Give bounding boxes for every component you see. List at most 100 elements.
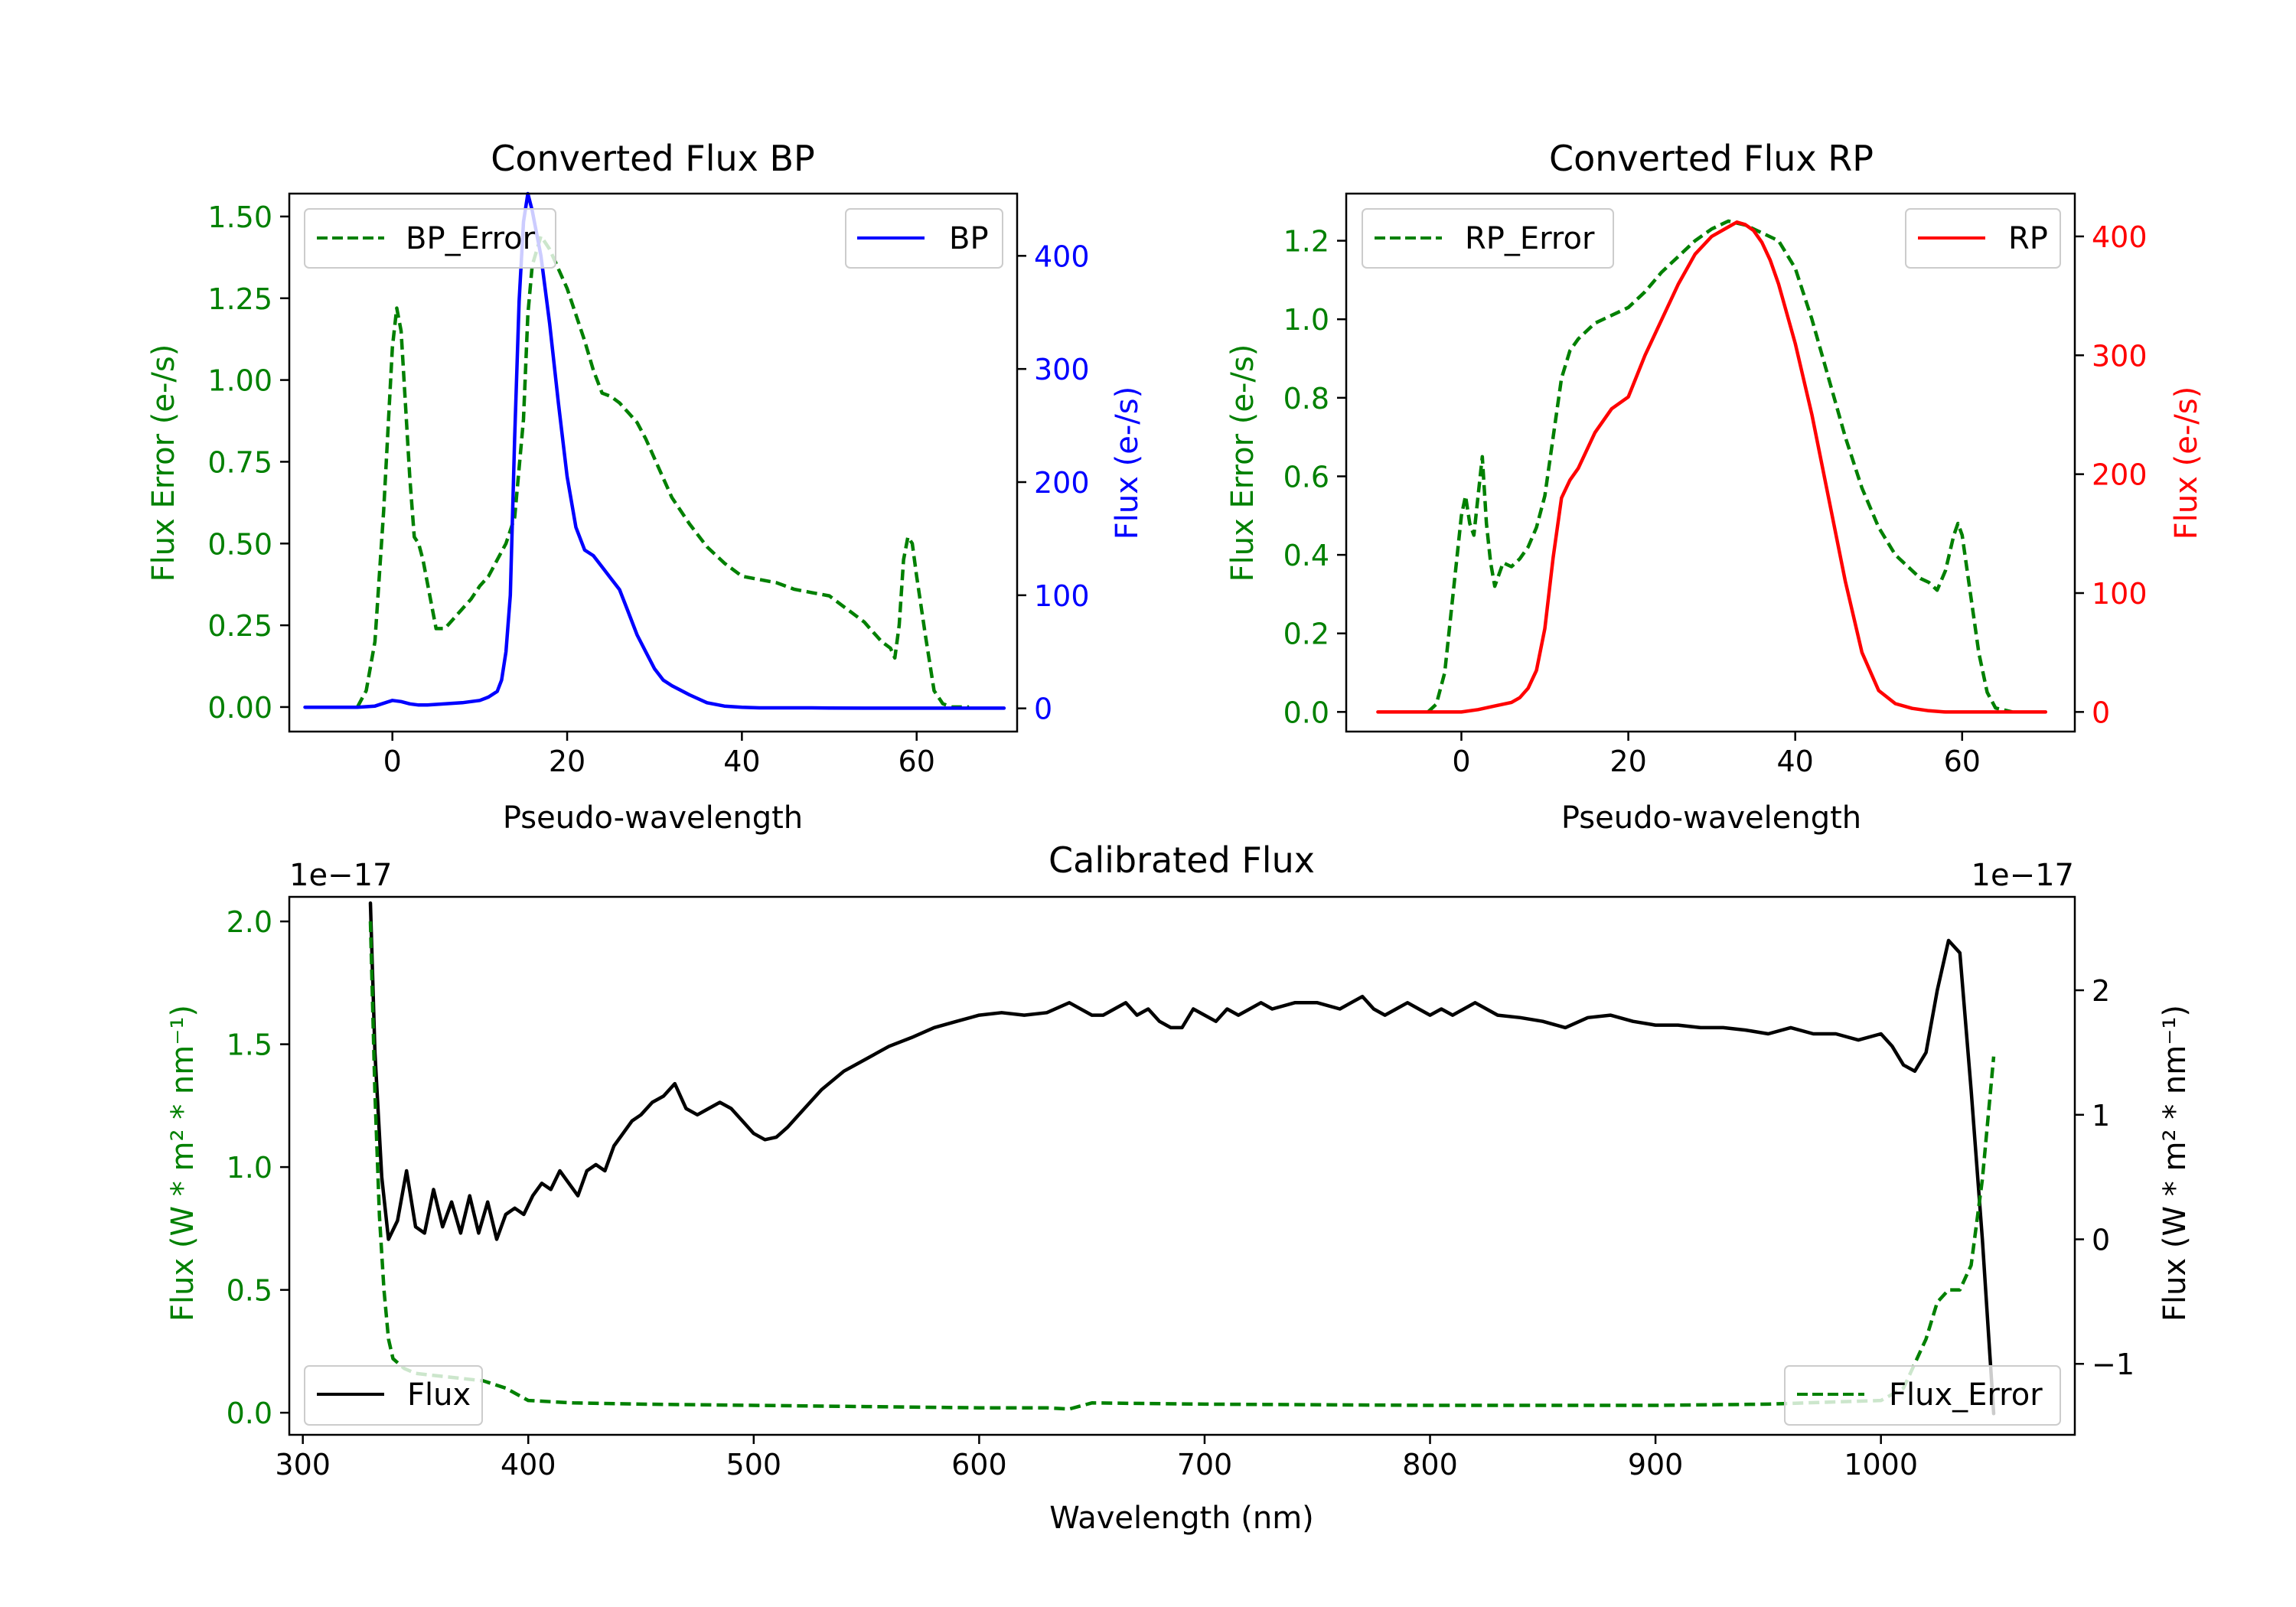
rp-legend-error-label: RP_Error (1465, 221, 1595, 256)
cal-xtick-label: 900 (1628, 1448, 1684, 1482)
cal-legend-error: Flux_Error (1784, 1365, 2061, 1426)
cal-series-flux-error (368, 921, 1996, 1411)
rp-title: Converted Flux RP (1549, 138, 1874, 179)
bp-xlabel: Pseudo-wavelength (503, 800, 803, 836)
rp-ytick-left-label: 1.2 (1283, 225, 1329, 259)
bp-lines (303, 191, 1006, 710)
rp-ytick-right-label: 100 (2092, 577, 2148, 611)
cal-legend-flux-box (304, 1365, 483, 1426)
cal-ytick-left-label: 0.5 (227, 1274, 272, 1308)
rp-axes-frame (1345, 192, 2076, 733)
cal-xtick-label: 1000 (1844, 1448, 1918, 1482)
cal-ytick-left-label: 2.0 (227, 905, 272, 939)
rp-legend-error-box (1362, 208, 1614, 269)
cal-series-flux (368, 901, 1996, 1416)
cal-ytick-right-label: 0 (2092, 1224, 2110, 1257)
cal-xtick-label: 300 (275, 1448, 331, 1482)
bp-yticks-left: 0.00 0.25 0.50 0.75 1.00 1.25 1.50 (207, 200, 289, 725)
bp-ylabel-right: Flux (e-/s) (1110, 386, 1145, 539)
bp-xtick-label: 20 (549, 745, 585, 778)
bp-xtick-label: 40 (723, 745, 760, 778)
bp-ytick-right-label: 100 (1034, 579, 1090, 613)
cal-offset-left: 1e−17 (289, 858, 392, 893)
bp-series-bp (303, 191, 1006, 710)
cal-ytick-right-label: 1 (2092, 1099, 2110, 1133)
bp-axes-frame (288, 192, 1019, 733)
bp-ylabel-left: Flux Error (e-/s) (146, 344, 181, 582)
bp-legend-error-label: BP_Error (406, 221, 536, 256)
cal-xtick-label: 600 (951, 1448, 1007, 1482)
bp-ytick-right-label: 200 (1034, 466, 1090, 500)
rp-ytick-left-label: 1.0 (1283, 303, 1329, 337)
rp-xtick-label: 40 (1777, 745, 1814, 778)
cal-ylabel-right: Flux (W * m² * nm⁻¹) (2157, 1005, 2193, 1322)
cal-ytick-left-label: 0.0 (227, 1397, 272, 1430)
cal-lines (368, 901, 1996, 1416)
rp-ytick-left-label: 0.8 (1283, 382, 1329, 416)
cal-xtick-label: 400 (501, 1448, 556, 1482)
rp-legend-rp-label: RP (2008, 221, 2048, 256)
rp-series-rp-error (1427, 219, 2013, 714)
bp-legend-error-box (304, 208, 556, 269)
rp-ytick-right-label: 300 (2092, 339, 2148, 373)
cal-yticks-left: 0.0 0.5 1.0 1.5 2.0 (227, 905, 289, 1430)
cal-title: Calibrated Flux (1049, 839, 1315, 881)
panel-converted-flux-bp: Converted Flux BP Pseudo-wavelength Flux… (146, 138, 1145, 836)
cal-offset-right: 1e−17 (1971, 858, 2074, 893)
rp-xtick-label: 20 (1609, 745, 1646, 778)
bp-ytick-left-label: 1.00 (207, 364, 272, 398)
cal-xtick-label: 800 (1402, 1448, 1458, 1482)
cal-xtick-label: 500 (726, 1448, 782, 1482)
cal-legend-error-label: Flux_Error (1889, 1377, 2043, 1413)
cal-ytick-right-label: −1 (2092, 1348, 2135, 1381)
bp-legend-bp-label: BP (949, 221, 989, 256)
cal-ylabel-left: Flux (W * m² * nm⁻¹) (165, 1005, 201, 1322)
rp-ylabel-left: Flux Error (e-/s) (1225, 344, 1261, 582)
cal-ytick-left-label: 1.0 (227, 1151, 272, 1185)
bp-series-bp-error (356, 234, 970, 709)
cal-ytick-right-label: 2 (2092, 974, 2110, 1008)
cal-axes-frame (288, 895, 2076, 1436)
rp-ytick-right-label: 400 (2092, 220, 2148, 254)
bp-ytick-left-label: 0.50 (207, 527, 272, 561)
cal-legend-flux-label: Flux (407, 1377, 471, 1413)
panel-calibrated-flux: Calibrated Flux Wavelength (nm) 1e−17 1e… (165, 839, 2193, 1536)
bp-legend-bp: BP (845, 208, 1003, 269)
bp-yticks-right: 0 100 200 300 400 (1017, 240, 1090, 726)
bp-ytick-right-label: 400 (1034, 240, 1090, 273)
cal-xticks: 300 400 500 600 700 800 900 1000 (275, 1435, 1918, 1482)
cal-xlabel: Wavelength (nm) (1049, 1501, 1314, 1536)
bp-ytick-left-label: 1.25 (207, 282, 272, 316)
rp-series-rp (1376, 220, 2048, 714)
bp-xtick-label: 60 (899, 745, 935, 778)
rp-lines (1376, 219, 2048, 714)
cal-xtick-label: 700 (1177, 1448, 1233, 1482)
bp-ytick-right-label: 0 (1034, 693, 1052, 726)
cal-yticks-right: −1 0 1 2 (2075, 974, 2135, 1381)
rp-ytick-left-label: 0.6 (1283, 460, 1329, 494)
rp-ytick-right-label: 0 (2092, 696, 2110, 729)
rp-xlabel: Pseudo-wavelength (1561, 800, 1861, 836)
rp-xtick-label: 0 (1452, 745, 1470, 778)
bp-legend-error: BP_Error (304, 208, 556, 269)
panel-converted-flux-rp: Converted Flux RP Pseudo-wavelength Flux… (1225, 138, 2204, 836)
cal-ytick-left-label: 1.5 (227, 1028, 272, 1062)
rp-legend-error: RP_Error (1362, 208, 1614, 269)
cal-legend-flux: Flux (304, 1365, 483, 1426)
rp-legend-rp: RP (1905, 208, 2061, 269)
rp-yticks-right: 0 100 200 300 400 (2075, 220, 2148, 729)
rp-ytick-right-label: 200 (2092, 458, 2148, 492)
bp-ytick-left-label: 0.25 (207, 609, 272, 643)
bp-xticks: 0 20 40 60 (383, 732, 935, 778)
cal-legend-error-box (1784, 1365, 2061, 1426)
bp-ytick-left-label: 1.50 (207, 200, 272, 234)
rp-yticks-left: 0.0 0.2 0.4 0.6 0.8 1.0 1.2 (1283, 225, 1346, 729)
rp-ytick-left-label: 0.4 (1283, 539, 1329, 572)
rp-ytick-left-label: 0.2 (1283, 618, 1329, 651)
rp-ylabel-right: Flux (e-/s) (2169, 386, 2204, 539)
rp-ytick-left-label: 0.0 (1283, 696, 1329, 729)
bp-ytick-left-label: 0.00 (207, 691, 272, 725)
rp-xtick-label: 60 (1944, 745, 1981, 778)
bp-ytick-right-label: 300 (1034, 353, 1090, 386)
